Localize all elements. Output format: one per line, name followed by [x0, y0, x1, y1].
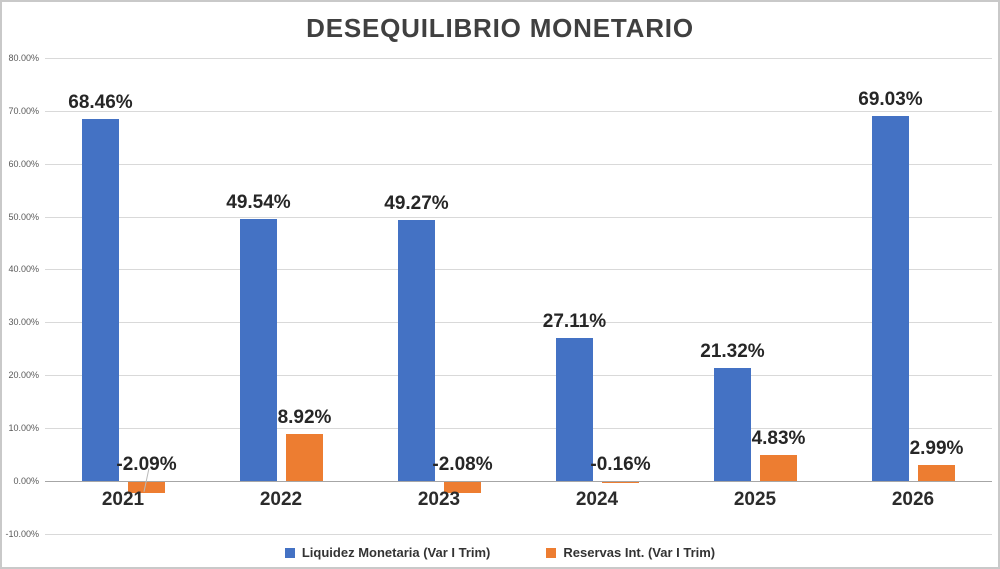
- y-tick-label: 40.00%: [8, 264, 39, 274]
- legend-item-liquidez: Liquidez Monetaria (Var I Trim): [284, 545, 491, 560]
- gridline: [45, 58, 992, 59]
- data-label: 69.03%: [858, 89, 923, 110]
- y-tick-label: 20.00%: [8, 370, 39, 380]
- gridline: [45, 534, 992, 535]
- bar-liquidez-2025: [714, 368, 751, 481]
- bar-reservas-2024: [602, 482, 639, 483]
- y-tick-label: 60.00%: [8, 159, 39, 169]
- x-axis-line: [45, 481, 992, 482]
- gridline: [45, 428, 992, 429]
- bar-liquidez-2024: [556, 338, 593, 481]
- data-label: 49.54%: [226, 192, 291, 213]
- y-tick-label: 10.00%: [8, 423, 39, 433]
- gridline: [45, 322, 992, 323]
- bar-reservas-2026: [918, 465, 955, 481]
- gridline: [45, 269, 992, 270]
- data-label: -2.08%: [432, 454, 493, 475]
- data-label: 68.46%: [68, 92, 133, 113]
- gridline: [45, 375, 992, 376]
- chart-title: DESEQUILIBRIO MONETARIO: [306, 13, 694, 43]
- data-label: 2.99%: [909, 438, 964, 459]
- y-tick-label: 80.00%: [8, 53, 39, 63]
- data-label: -0.16%: [590, 454, 651, 475]
- bar-reservas-2025: [760, 455, 797, 481]
- year-label-2023: 2023: [417, 489, 461, 510]
- legend-label-reservas: Reservas Int. (Var I Trim): [563, 545, 716, 560]
- y-tick-label: -10.00%: [5, 529, 39, 539]
- legend: Liquidez Monetaria (Var I Trim) Reservas…: [2, 545, 998, 560]
- data-label: 27.11%: [542, 311, 607, 332]
- y-tick-label: 70.00%: [8, 106, 39, 116]
- bar-reservas-2023: [444, 482, 481, 493]
- legend-label-liquidez: Liquidez Monetaria (Var I Trim): [301, 545, 491, 560]
- data-label: -2.09%: [116, 454, 177, 475]
- year-label-2022: 2022: [259, 489, 303, 510]
- data-label: 49.27%: [384, 193, 449, 214]
- year-label-2025: 2025: [733, 489, 777, 510]
- bar-liquidez-2022: [240, 219, 277, 481]
- y-tick-label: 50.00%: [8, 212, 39, 222]
- legend-swatch-reservas-icon: [546, 547, 557, 558]
- data-label: 8.92%: [277, 407, 332, 428]
- y-tick-label: 30.00%: [8, 317, 39, 327]
- gridline: [45, 217, 992, 218]
- legend-swatch-liquidez-icon: [284, 547, 295, 558]
- y-tick-label: 0.00%: [13, 476, 39, 486]
- gridline: [45, 164, 992, 165]
- gridline: [45, 111, 992, 112]
- year-label-2024: 2024: [575, 489, 619, 510]
- data-label: 4.83%: [751, 428, 806, 449]
- bar-reservas-2021: [128, 482, 165, 493]
- bar-liquidez-2026: [872, 116, 909, 481]
- year-label-2026: 2026: [891, 489, 935, 510]
- year-label-2021: 2021: [101, 489, 145, 510]
- bar-reservas-2022: [286, 434, 323, 481]
- bar-liquidez-2023: [398, 220, 435, 481]
- data-label: 21.32%: [700, 341, 765, 362]
- legend-item-reservas: Reservas Int. (Var I Trim): [546, 545, 715, 560]
- bar-liquidez-2021: [82, 119, 119, 481]
